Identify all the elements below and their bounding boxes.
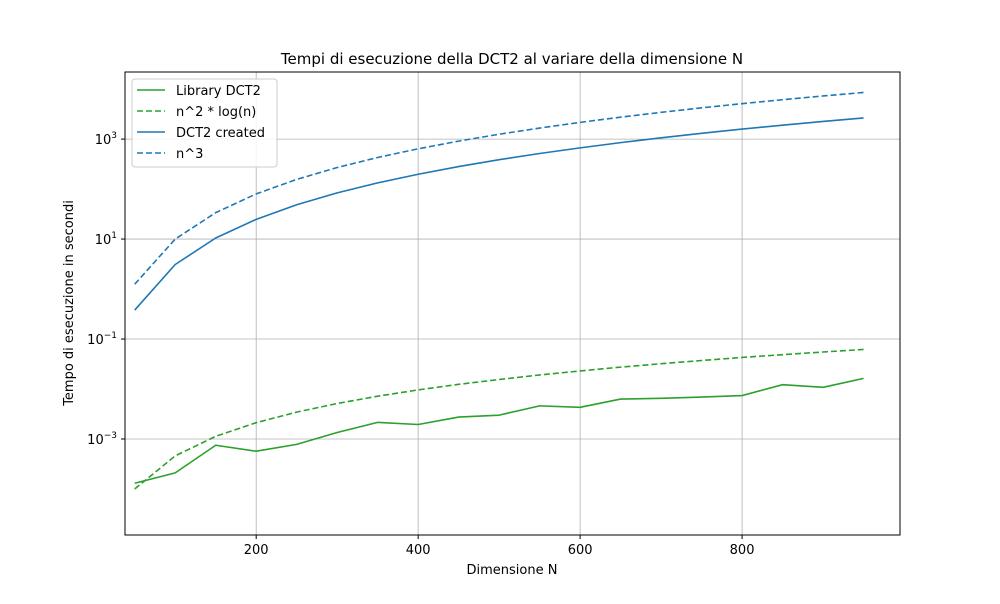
legend: Library DCT2 n^2 * log(n) DCT2 created n^3 — [131, 78, 278, 168]
y-axis-label: Tempo di esecuzione in secondi — [62, 200, 77, 407]
x-tick-label: 600 — [568, 543, 593, 558]
legend-label: n^2 * log(n) — [176, 105, 256, 120]
y-tick-label: 10−1 — [87, 331, 117, 348]
series-line-3 — [134, 117, 864, 311]
series-line-1 — [134, 377, 864, 485]
series-line-2 — [134, 348, 864, 490]
y-tick-label: 103 — [95, 131, 117, 148]
legend-box — [131, 78, 278, 168]
x-tick-label: 400 — [406, 543, 431, 558]
x-axis-ticks: 200 400 600 800 — [244, 535, 755, 558]
y-tick-label: 101 — [95, 231, 117, 248]
legend-label: DCT2 created — [176, 126, 265, 141]
series-line-4 — [134, 91, 864, 285]
y-tick-label: 10−3 — [87, 431, 117, 448]
x-tick-label: 800 — [730, 543, 755, 558]
legend-label: n^3 — [176, 147, 203, 162]
legend-label: Library DCT2 — [176, 84, 261, 99]
x-axis-label: Dimensione N — [467, 563, 558, 578]
grid-layer — [125, 72, 900, 535]
y-axis-ticks: 10−3 10−1 101 103 — [87, 131, 125, 448]
series-layer — [134, 91, 864, 490]
chart-title: Tempi di esecuzione della DCT2 al variar… — [280, 50, 743, 68]
plot-area-frame — [124, 71, 901, 536]
x-tick-label: 200 — [244, 543, 269, 558]
